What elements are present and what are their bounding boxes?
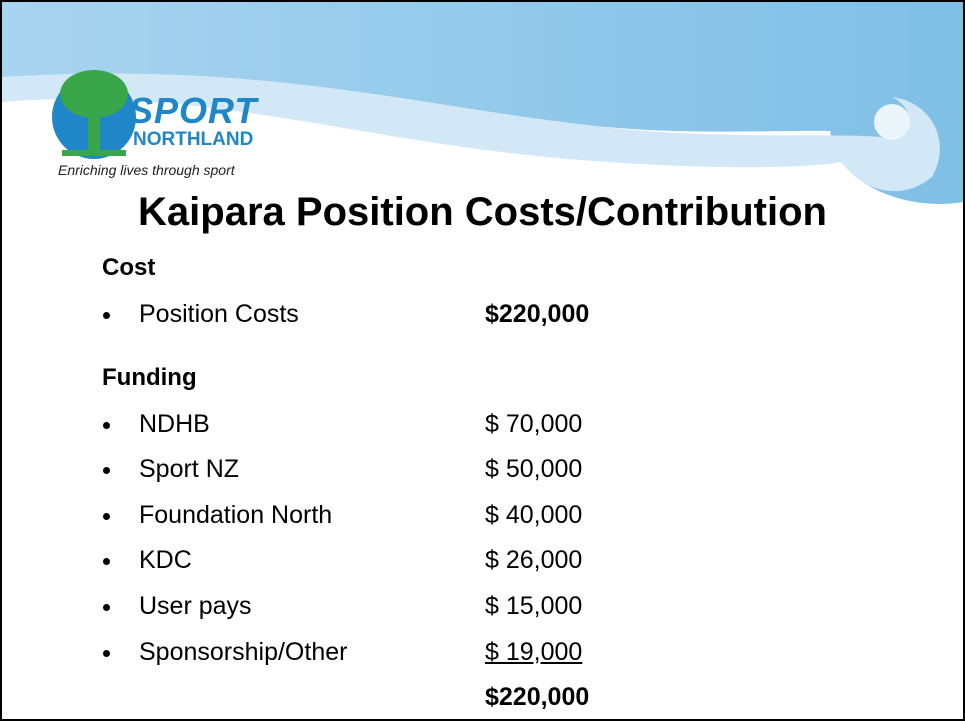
item-amount: $ 15,000: [485, 592, 582, 621]
logo-name: SPORT: [129, 90, 257, 132]
bullet: [103, 650, 110, 657]
bullet: [103, 312, 110, 319]
item-label: Sponsorship/Other: [139, 638, 347, 667]
item-label: KDC: [139, 546, 192, 575]
section-heading: Cost: [102, 254, 155, 282]
bullet: [103, 422, 110, 429]
item-amount: $ 26,000: [485, 546, 582, 575]
bullet: [103, 513, 110, 520]
logo-subname: NORTHLAND: [133, 129, 253, 151]
section-heading: Funding: [102, 364, 197, 392]
title: Kaipara Position Costs/Contribution: [2, 190, 963, 235]
bullet: [103, 467, 110, 474]
slide: SPORT NORTHLAND Enriching lives through …: [0, 0, 965, 721]
item-amount: $ 50,000: [485, 455, 582, 484]
item-label: Foundation North: [139, 501, 332, 530]
total-amount: $220,000: [485, 683, 589, 712]
item-label: Position Costs: [139, 300, 299, 329]
item-label: Sport NZ: [139, 455, 239, 484]
bullet: [103, 558, 110, 565]
item-amount: $ 40,000: [485, 501, 582, 530]
bullet: [103, 604, 110, 611]
page: SPORT NORTHLAND Enriching lives through …: [0, 0, 965, 721]
item-label: User pays: [139, 592, 252, 621]
item-amount: $ 70,000: [485, 410, 582, 439]
item-label: NDHB: [139, 410, 210, 439]
item-amount: $220,000: [485, 300, 589, 329]
logo-tagline: Enriching lives through sport: [58, 162, 235, 178]
item-amount: $ 19,000: [485, 638, 582, 667]
